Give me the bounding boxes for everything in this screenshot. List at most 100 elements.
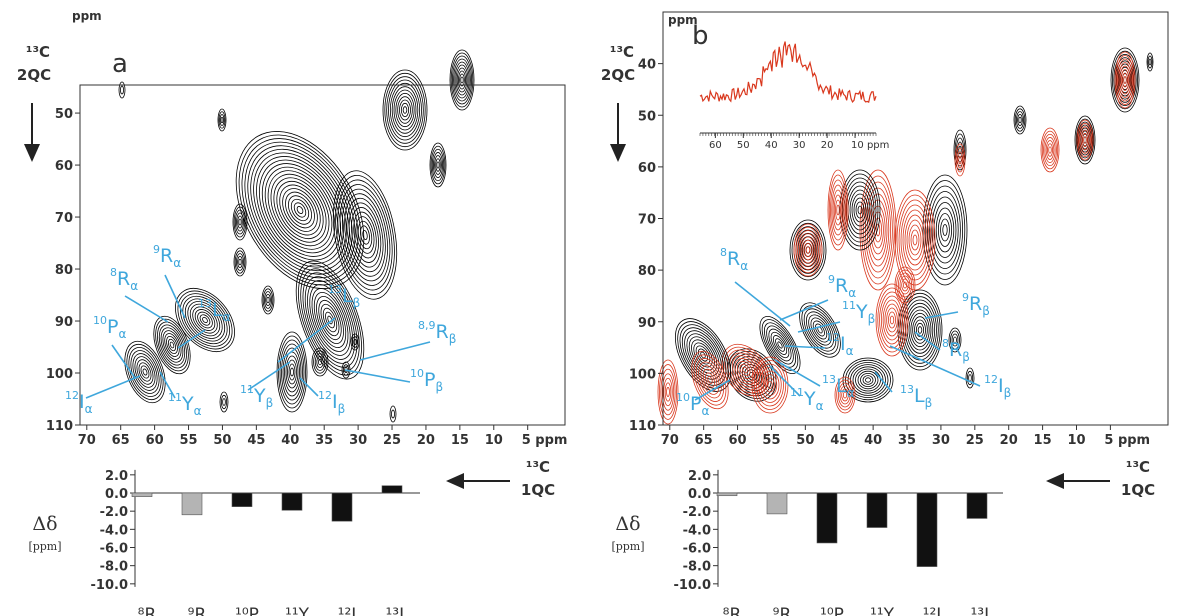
contour	[1047, 143, 1053, 157]
contour	[384, 72, 426, 148]
contour	[454, 61, 470, 99]
inset-tick-label: 20	[821, 140, 834, 151]
contour	[1077, 121, 1093, 159]
contour	[953, 336, 957, 344]
contour	[679, 324, 727, 386]
leader-line	[344, 369, 411, 383]
x-tick-label: 50	[796, 433, 814, 448]
y-tick-label: 0.0	[105, 487, 128, 502]
contour	[904, 214, 926, 266]
isotope: ¹³C	[610, 43, 634, 61]
x-tick-label: ¹²I	[923, 605, 942, 616]
contour	[435, 158, 441, 172]
contour	[189, 303, 221, 337]
contour	[798, 233, 818, 267]
contour	[120, 85, 124, 95]
contour	[236, 212, 244, 232]
leader-line	[177, 329, 206, 349]
contour	[882, 299, 902, 341]
annotation-sup: 8,9	[418, 319, 436, 332]
contour	[219, 114, 225, 126]
annotation-text: Y	[181, 393, 194, 415]
contour	[953, 129, 967, 171]
contour	[309, 284, 351, 356]
leader-line	[797, 321, 841, 333]
contour	[958, 145, 962, 155]
contour	[431, 148, 445, 182]
contour	[453, 58, 471, 102]
contour	[914, 319, 926, 341]
contour	[832, 189, 844, 231]
contour	[742, 366, 748, 374]
annotation-sub: β	[338, 402, 346, 416]
contour	[903, 299, 937, 361]
contour	[695, 358, 725, 402]
contour	[736, 361, 754, 379]
contour	[753, 360, 787, 410]
contour	[1076, 119, 1094, 161]
bar	[181, 492, 203, 516]
contour	[666, 387, 670, 397]
annotation-sup: 11	[168, 391, 182, 404]
contour	[282, 188, 318, 232]
leader-line	[359, 341, 431, 361]
contour	[1014, 108, 1026, 132]
x-tick-label: ¹¹Y	[285, 605, 310, 616]
contour	[298, 264, 362, 376]
contour	[851, 193, 869, 227]
annotation-text: Y	[253, 385, 266, 407]
contour	[357, 220, 373, 250]
contour	[768, 328, 792, 362]
contour	[889, 315, 895, 325]
contour	[429, 142, 447, 188]
contour	[218, 111, 226, 129]
contour	[693, 354, 727, 406]
contour	[697, 348, 709, 362]
contour	[855, 201, 865, 219]
y-tick-label: 80	[638, 264, 656, 279]
y-tick-label: 100	[46, 367, 73, 382]
contour	[954, 143, 966, 177]
contour	[793, 223, 823, 277]
contour	[705, 372, 715, 388]
contour	[282, 347, 302, 397]
annotation-sub: β	[353, 296, 361, 310]
annotation-text: R	[835, 275, 848, 297]
annotation-sub: α	[740, 259, 748, 273]
contour	[279, 184, 321, 236]
annotation-text: I	[840, 333, 846, 355]
bar	[916, 492, 938, 567]
contour	[1123, 76, 1127, 84]
contour	[938, 213, 953, 247]
contour	[924, 180, 966, 280]
contour	[902, 209, 928, 271]
contour	[802, 239, 814, 261]
contour	[1122, 72, 1128, 88]
x-tick-label: 55	[762, 433, 780, 448]
annotation-sup: 13	[900, 383, 914, 396]
leader-line	[299, 377, 319, 397]
dim2: 2QC	[601, 66, 635, 84]
contour	[942, 224, 948, 236]
annotation-sup: 10	[93, 314, 107, 327]
annotation-text: Y	[855, 301, 868, 323]
contour	[311, 288, 349, 352]
contour	[202, 316, 208, 324]
contour	[457, 70, 466, 90]
contour	[317, 358, 322, 366]
contour	[931, 196, 959, 264]
leader-line	[769, 365, 801, 397]
contour	[857, 205, 863, 215]
contour	[797, 230, 819, 270]
contour	[770, 331, 790, 359]
x-tick-label: 70	[661, 433, 679, 448]
contour	[285, 355, 299, 389]
contour	[800, 236, 816, 264]
annotation-text: R	[969, 293, 982, 315]
contour	[386, 76, 424, 144]
contour	[302, 272, 358, 368]
isotope: ¹³C	[526, 458, 550, 476]
contour	[906, 219, 924, 261]
x-tick-label: ¹¹Y	[870, 605, 895, 616]
contour	[220, 394, 228, 410]
